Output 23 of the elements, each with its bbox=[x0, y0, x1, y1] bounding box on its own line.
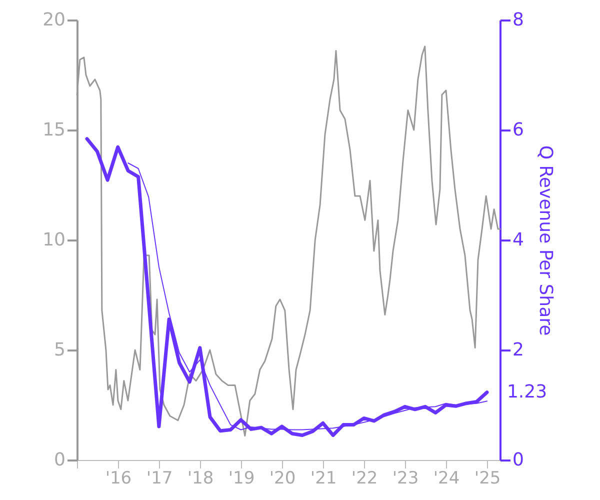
x-tick-label: '25 bbox=[474, 468, 501, 488]
x-tick-label: '24 bbox=[433, 468, 460, 488]
y2-axis-title: Q Revenue Per Share bbox=[534, 145, 556, 336]
x-tick-label: '22 bbox=[351, 468, 378, 488]
data-label: 1.23 bbox=[506, 381, 548, 402]
line-series bbox=[85, 137, 489, 437]
x-tick-label: '21 bbox=[310, 468, 337, 488]
x-tick-label: '23 bbox=[392, 468, 419, 488]
y2-tick-label: 0 bbox=[512, 450, 524, 470]
x-tick-label: '20 bbox=[269, 468, 296, 488]
x-tick-label: '18 bbox=[187, 468, 214, 488]
y2-tick-label: 6 bbox=[512, 120, 524, 140]
y2-tick-label: 8 bbox=[512, 10, 524, 30]
x-tick-label: '19 bbox=[228, 468, 255, 488]
y-tick-label: 0 bbox=[54, 450, 66, 470]
x-tick-label: '16 bbox=[105, 468, 132, 488]
y-tick-label: 5 bbox=[54, 340, 66, 360]
y2-tick-label: 4 bbox=[512, 230, 524, 250]
y-tick-label: 15 bbox=[42, 120, 66, 140]
y-tick-label: 20 bbox=[42, 10, 66, 30]
y-tick-label: 10 bbox=[42, 230, 66, 250]
y2-tick-label: 2 bbox=[512, 340, 524, 360]
x-tick-label: '17 bbox=[146, 468, 173, 488]
